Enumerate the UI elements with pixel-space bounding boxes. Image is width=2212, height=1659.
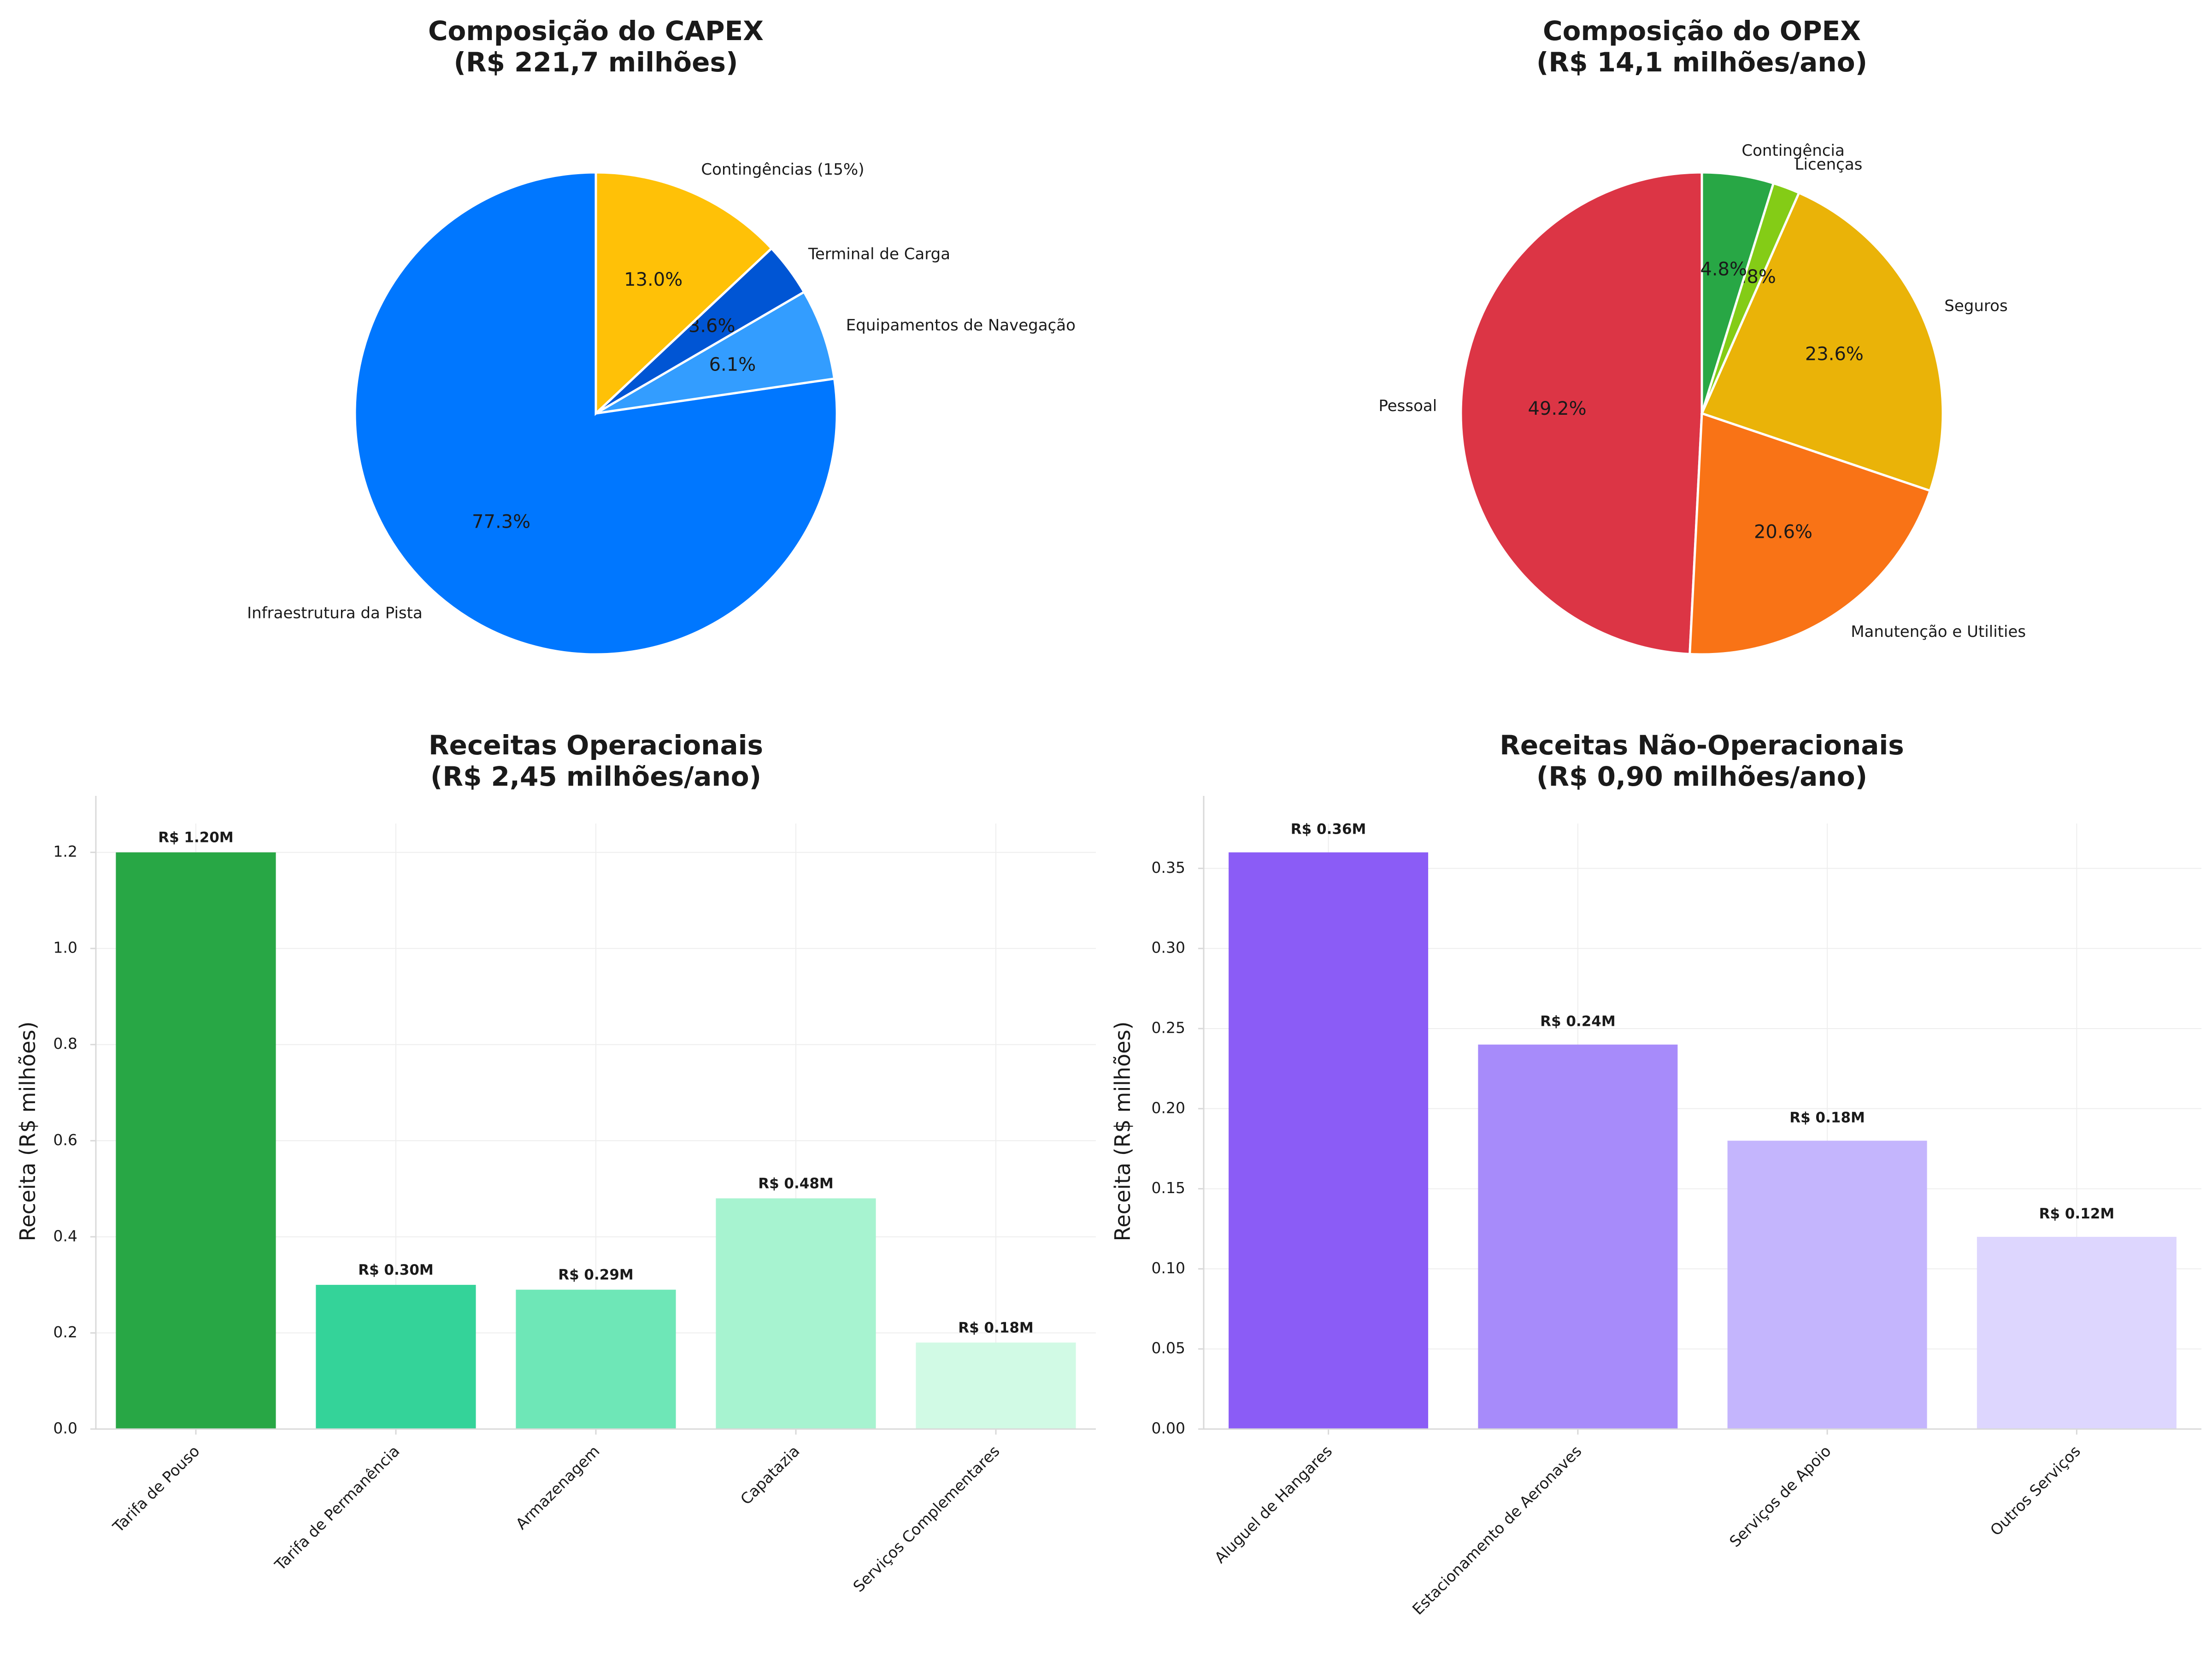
capex-pie-label-equipamentos-de-navegacao: Equipamentos de Navegação: [846, 316, 1076, 335]
capex-title-line2: (R$ 221,7 milhões): [453, 47, 738, 78]
nonop-bars-ytick-label: 0.25: [1152, 1018, 1185, 1036]
capex-pie-pct-infraestrutura-da-pista: 77.3%: [472, 512, 530, 533]
nonop-bars-ytick-label: 0.15: [1152, 1179, 1185, 1197]
op-bars-value-label-servicos-complementares: R$ 0.18M: [958, 1319, 1034, 1336]
capex-pie-label-contingencias-15: Contingências (15%): [701, 160, 864, 179]
receitas-operacionais-title-line1: Receitas Operacionais: [429, 729, 763, 761]
opex-pie-label-licencas: Licenças: [1795, 155, 1863, 174]
op-bars-bar-tarifa-de-permanencia: [316, 1285, 476, 1429]
op-bars-value-label-tarifa-de-pouso: R$ 1.20M: [158, 830, 234, 846]
opex-pie-label-seguros: Seguros: [1944, 297, 2007, 315]
op-bars-bar-armazenagem: [516, 1289, 676, 1429]
capex-pie-slice-infraestrutura-da-pista: [353, 171, 838, 656]
capex-pie: Infraestrutura da Pista 77.3% Equipamentos…: [247, 160, 1076, 656]
capex-title-line1: Composição do CAPEX: [428, 15, 764, 47]
opex-pie-panel: Composição do OPEX (R$ 14,1 milhões/ano)…: [1378, 15, 2026, 656]
op-bars-value-label-armazenagem: R$ 0.29M: [558, 1267, 634, 1283]
op-bars-ytick-label: 1.0: [53, 939, 77, 957]
opex-pie-label-contingencia: Contingência: [1741, 141, 1844, 160]
opex-pie-label-pessoal: Pessoal: [1378, 397, 1437, 415]
capex-pie-pct-equipamentos-de-navegacao: 6.1%: [709, 354, 756, 375]
nonop-bars-bar-aluguel-de-hangares: [1229, 852, 1429, 1429]
nonop-bars-ytick-label: 0.35: [1152, 859, 1185, 877]
op-bars-ytick-label: 0.2: [53, 1323, 77, 1341]
op-bars-value-label-capatazia: R$ 0.48M: [758, 1175, 834, 1192]
op-bars-ytick-label: 0.4: [53, 1227, 77, 1245]
nonop-bars-bar-outros-servicos: [1977, 1236, 2177, 1429]
nonop-bars-bar-estacionamento-de-aeronaves: [1478, 1044, 1678, 1429]
capex-pie-label-infraestrutura-da-pista: Infraestrutura da Pista: [247, 604, 423, 622]
opex-pie-pct-manutencao-e-utilities: 20.6%: [1754, 522, 1812, 543]
opex-pie-slice-manutencao-e-utilities: [1688, 412, 1932, 656]
opex-pie-slice-seguros: [1700, 191, 1944, 493]
nonop-bars-value-label-estacionamento-de-aeronaves: R$ 0.24M: [1540, 1013, 1616, 1030]
receitas-nao-operacionais-title-line1: Receitas Não-Operacionais: [1500, 729, 1904, 761]
nonop-bars-value-label-servicos-de-apoio: R$ 0.18M: [1789, 1109, 1865, 1126]
op-bars-bar-tarifa-de-pouso: [116, 852, 276, 1429]
capex-pie-label-terminal-de-carga: Terminal de Carga: [808, 245, 950, 264]
op-bars-value-label-tarifa-de-permanencia: R$ 0.30M: [358, 1262, 434, 1278]
op-bars-ytick-label: 0.8: [53, 1035, 77, 1053]
capex-pie-slice-contingencias-15: [594, 171, 773, 416]
nonop-bars-value-label-outros-servicos: R$ 0.12M: [2039, 1206, 2115, 1222]
capex-pie-pct-contingencias-15: 13.0%: [624, 269, 682, 290]
opex-pie-pct-seguros: 23.6%: [1805, 344, 1864, 365]
opex-title-line1: Composição do OPEX: [1543, 15, 1861, 47]
nonop-bars-ytick-label: 0.05: [1152, 1339, 1185, 1357]
opex-pie-pct-contingencia: 4.8%: [1700, 259, 1747, 280]
nonop-bars-ytick-label: 0.00: [1152, 1419, 1185, 1437]
nonop-bars-ytick-label: 0.30: [1152, 939, 1185, 957]
opex-title-line2: (R$ 14,1 milhões/ano): [1536, 47, 1867, 78]
opex-pie-slice-contingencia: [1700, 171, 1775, 414]
opex-pie-slice-pessoal: [1459, 171, 1703, 655]
op-bars-ytick-label: 1.2: [53, 842, 77, 860]
nonop-bars-bar-servicos-de-apoio: [1727, 1141, 1927, 1429]
opex-pie: Pessoal 49.2% Manutenção e Utilities 20.6% S…: [1378, 141, 2026, 656]
opex-pie-label-manutencao-e-utilities: Manutenção e Utilities: [1851, 623, 2026, 641]
capex-pie-slice-equipamentos-de-navegacao: [595, 290, 836, 415]
op-bars-bar-capatazia: [716, 1198, 876, 1429]
opex-pie-pct-pessoal: 49.2%: [1528, 398, 1587, 419]
op-bars-bar-servicos-complementares: [916, 1342, 1076, 1429]
nonop-bars-value-label-aluguel-de-hangares: R$ 0.36M: [1291, 821, 1366, 838]
op-bars-ytick-label: 0.6: [53, 1131, 77, 1149]
receitas-nao-operacionais-title-line2: (R$ 0,90 milhões/ano): [1536, 761, 1867, 792]
op-bars-ytick-label: 0.0: [53, 1419, 77, 1437]
receitas-operacionais-ylabel: Receita (R$ milhões): [15, 1021, 40, 1241]
receitas-nao-operacionais-ylabel: Receita (R$ milhões): [1110, 1021, 1135, 1241]
receitas-operacionais-title-line2: (R$ 2,45 milhões/ano): [430, 761, 761, 792]
nonop-bars-ytick-label: 0.10: [1152, 1259, 1185, 1277]
capex-pie-panel: Composição do CAPEX (R$ 221,7 milhões) I…: [247, 15, 1076, 656]
nonop-bars-ytick-label: 0.20: [1152, 1099, 1185, 1117]
